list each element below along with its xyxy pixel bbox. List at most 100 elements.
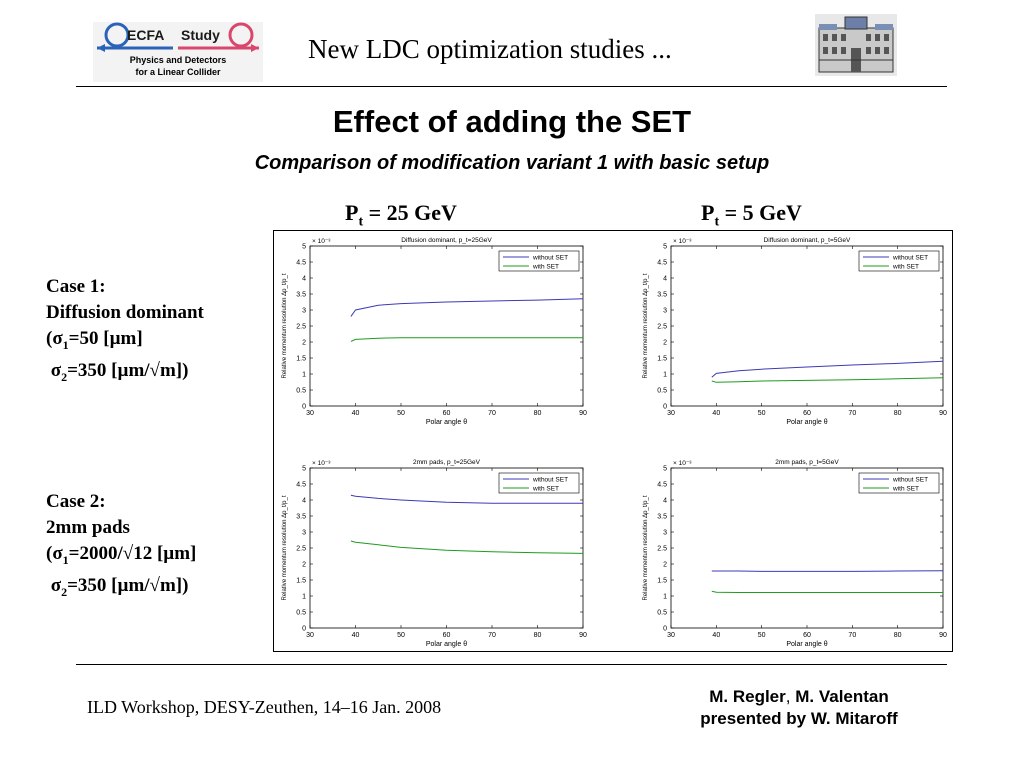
case-2-sigma1: (σ1=2000/√12 [µm] xyxy=(46,543,197,567)
slide-title: Effect of adding the SET xyxy=(332,104,692,139)
y-tick-label: 3 xyxy=(302,308,306,315)
legend-label: without SET xyxy=(532,255,568,262)
chart-pads-5gev: 0 0.5 1 1.5 2 2.5 3 3.5 4 4.5 5 30 40 50 60 70 80 90 × 10⁻… xyxy=(643,459,947,648)
legend-label: with SET xyxy=(532,264,559,271)
case-2-description: Case 2: 2mm pads (σ1=2000/√12 [µm] σ2=35… xyxy=(46,489,196,605)
x-tick-label: 50 xyxy=(758,410,766,417)
y-tick-label: 1 xyxy=(663,372,667,379)
x-tick-label: 60 xyxy=(443,632,451,639)
x-tick-label: 70 xyxy=(488,410,496,417)
presenter: presented by W. Mitaroff xyxy=(700,709,898,728)
y-tick-label: 0.5 xyxy=(296,388,306,395)
y-tick-label: 1.5 xyxy=(296,356,306,363)
x-tick-label: 40 xyxy=(352,632,360,639)
y-tick-label: 2.5 xyxy=(657,546,667,553)
series-line-with-set xyxy=(711,590,943,593)
x-tick-label: 60 xyxy=(443,410,451,417)
y-tick-label: 5 xyxy=(302,244,306,251)
y-tick-label: 3 xyxy=(302,530,306,537)
y-tick-label: 1 xyxy=(663,594,667,601)
chart-diffusion-25gev: 0 0.5 1 1.5 2 2.5 3 3.5 4 4.5 5 30 40 50 60 70 80 90 × 10⁻… xyxy=(282,237,587,426)
series-line-without-set xyxy=(711,570,944,572)
case-1-description: Case 1: Diffusion dominant (σ1=50 [µm] σ… xyxy=(46,274,204,390)
chart-diffusion-5gev: 0 0.5 1 1.5 2 2.5 3 3.5 4 4.5 5 30 40 50 60 70 80 90 × 10⁻… xyxy=(643,237,947,426)
x-tick-label: 90 xyxy=(579,410,587,417)
y-tick-label: 4 xyxy=(302,498,306,505)
y-tick-label: 3 xyxy=(663,530,667,537)
y-tick-label: 3 xyxy=(663,308,667,315)
y-axis-label: Relative momentum resolution Δp_t/p_t xyxy=(282,273,288,378)
y-axis-label: Relative momentum resolution Δp_t/p_t xyxy=(643,273,649,378)
legend-label: with SET xyxy=(892,486,919,493)
case-1-sigma1: (σ1=50 [µm] xyxy=(46,328,143,352)
x-tick-label: 90 xyxy=(939,410,947,417)
header-divider xyxy=(76,86,947,87)
footer-authors: M. Regler, M. Valentan presented by W. M… xyxy=(640,686,958,730)
y-tick-label: 3.5 xyxy=(296,514,306,521)
chart-pads-25gev: 0 0.5 1 1.5 2 2.5 3 3.5 4 4.5 5 30 40 50 60 70 80 90 × 10⁻… xyxy=(282,459,587,648)
y-tick-label: 1 xyxy=(302,594,306,601)
legend-label: without SET xyxy=(892,255,928,262)
x-tick-label: 50 xyxy=(758,632,766,639)
y-tick-label: 4.5 xyxy=(657,482,667,489)
chart-title: 2mm pads, p_t=25GeV xyxy=(413,459,481,466)
y-tick-label: 5 xyxy=(663,466,667,473)
x-tick-label: 80 xyxy=(534,632,542,639)
y-tick-label: 3.5 xyxy=(657,514,667,521)
x-tick-label: 30 xyxy=(306,410,314,417)
x-tick-label: 80 xyxy=(894,410,902,417)
author-valentan: M. Valentan xyxy=(795,687,889,706)
y-tick-label: 0.5 xyxy=(657,388,667,395)
series-line-without-set xyxy=(350,494,583,504)
case-2-name: 2mm pads xyxy=(46,517,130,538)
author-separator: , xyxy=(785,687,791,706)
footer-event: ILD Workshop, DESY-Zeuthen, 14–16 Jan. 2… xyxy=(87,697,442,717)
chart-title: Diffusion dominant, p_t=25GeV xyxy=(401,237,492,244)
y-tick-label: 0.5 xyxy=(296,610,306,617)
y-tick-label: 2 xyxy=(663,562,667,569)
footer-divider xyxy=(76,664,947,665)
y-tick-label: 2.5 xyxy=(657,324,667,331)
y-tick-label: 4 xyxy=(302,276,306,283)
x-tick-label: 90 xyxy=(939,632,947,639)
y-tick-label: 1.5 xyxy=(296,578,306,585)
university-building-image xyxy=(815,14,897,76)
y-tick-label: 0 xyxy=(663,404,667,411)
y-tick-label: 4.5 xyxy=(657,260,667,267)
y-tick-label: 5 xyxy=(663,244,667,251)
series-line-with-set xyxy=(711,377,944,383)
y-tick-label: 3.5 xyxy=(296,292,306,299)
y-exponent-label: × 10⁻³ xyxy=(312,460,331,467)
x-tick-label: 70 xyxy=(848,410,856,417)
case-1-title: Case 1: xyxy=(46,276,106,297)
y-exponent-label: × 10⁻³ xyxy=(673,238,692,245)
y-tick-label: 4.5 xyxy=(296,260,306,267)
y-tick-label: 0 xyxy=(302,404,306,411)
header-title: New LDC optimization studies ... xyxy=(308,34,672,64)
y-axis-label: Relative momentum resolution Δp_t/p_t xyxy=(282,495,288,600)
chart-title: 2mm pads, p_t=5GeV xyxy=(775,459,839,466)
y-tick-label: 2.5 xyxy=(296,546,306,553)
x-tick-label: 40 xyxy=(712,410,720,417)
case-1-sigma2: σ2=350 [µm/√m]) xyxy=(50,359,189,384)
series-line-with-set xyxy=(350,540,584,554)
x-tick-label: 60 xyxy=(803,410,811,417)
y-tick-label: 5 xyxy=(302,466,306,473)
y-tick-label: 1 xyxy=(302,372,306,379)
legend-label: with SET xyxy=(892,264,919,271)
logo-subtitle-1: Physics and Detectors xyxy=(129,55,227,65)
x-tick-label: 50 xyxy=(397,632,405,639)
case-2-title: Case 2: xyxy=(46,491,106,512)
x-tick-label: 60 xyxy=(803,632,811,639)
plot-area xyxy=(309,467,584,629)
series-line-without-set xyxy=(350,298,584,317)
x-tick-label: 80 xyxy=(894,632,902,639)
x-axis-label: Polar angle θ xyxy=(786,419,827,426)
x-axis-label: Polar angle θ xyxy=(426,641,467,648)
case-1-name: Diffusion dominant xyxy=(46,302,204,323)
series-line-without-set xyxy=(711,360,944,378)
logo-study-text: Study xyxy=(181,27,220,43)
x-tick-label: 30 xyxy=(667,410,675,417)
y-tick-label: 4.5 xyxy=(296,482,306,489)
